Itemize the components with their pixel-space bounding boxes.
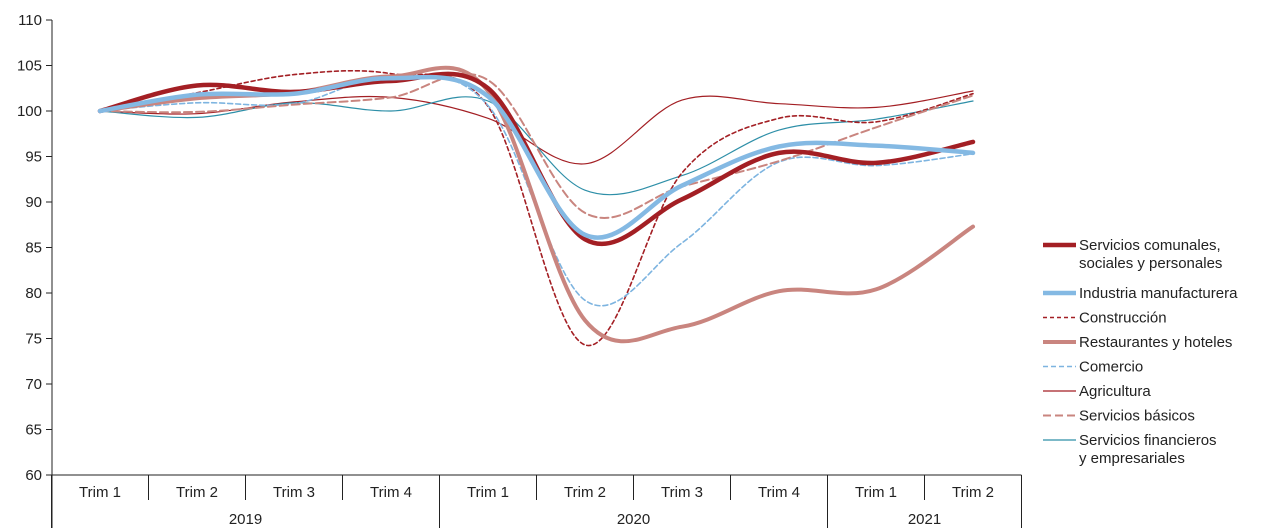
y-tick-label: 65 [25, 422, 42, 439]
y-tick-label: 70 [25, 376, 42, 393]
legend-label: Industria manufacturera [1079, 285, 1238, 302]
series-line-6 [99, 90, 974, 165]
chart-axes: 60 65 70 75 80 85 90 95 100 105 110 Trim 1 Trim 2 Tri… [17, 12, 1022, 528]
x-tick-label: Trim 2 [176, 484, 218, 501]
legend-label: Comercio [1079, 359, 1143, 376]
x-tick-label: Trim 2 [952, 484, 994, 501]
y-tick-label: 105 [17, 58, 42, 75]
x-tick-label: Trim 3 [661, 484, 703, 501]
y-tick-label: 75 [25, 331, 42, 348]
legend-label: Servicios financieros [1079, 432, 1217, 449]
series-line-8 [99, 96, 974, 196]
series-line-4 [98, 65, 975, 344]
x-tick-label: Trim 1 [79, 484, 121, 501]
x-tick-label: Trim 3 [273, 484, 315, 501]
legend-label: Restaurantes y hoteles [1079, 334, 1232, 351]
year-label: 2019 [229, 511, 262, 528]
x-tick-label: Trim 4 [370, 484, 412, 501]
year-label: 2021 [908, 511, 941, 528]
legend-label: Servicios comunales, [1079, 237, 1221, 254]
legend-label-line2: sociales y personales [1079, 255, 1222, 272]
y-tick-label: 60 [25, 467, 42, 484]
x-tick-label: Trim 4 [758, 484, 800, 501]
y-tick-label: 100 [17, 103, 42, 120]
x-tick-label: Trim 1 [467, 484, 509, 501]
x-tick-label: Trim 2 [564, 484, 606, 501]
year-label: 2020 [617, 511, 650, 528]
legend-label: Construcción [1079, 310, 1167, 327]
series-layer [97, 65, 976, 347]
series-line-3 [99, 69, 974, 347]
legend-label-line2: y empresariales [1079, 450, 1185, 467]
legend: Servicios comunales,sociales y personale… [1043, 237, 1238, 467]
y-tick-label: 85 [25, 240, 42, 257]
series-line-2 [97, 74, 976, 240]
y-tick-label: 80 [25, 285, 42, 302]
y-tick-label: 90 [25, 194, 42, 211]
legend-label: Agricultura [1079, 383, 1151, 400]
x-tick-label: Trim 1 [855, 484, 897, 501]
y-tick-label: 110 [18, 12, 42, 29]
legend-label: Servicios básicos [1079, 408, 1195, 425]
y-tick-label: 95 [25, 149, 42, 166]
series-line-1 [97, 71, 976, 247]
